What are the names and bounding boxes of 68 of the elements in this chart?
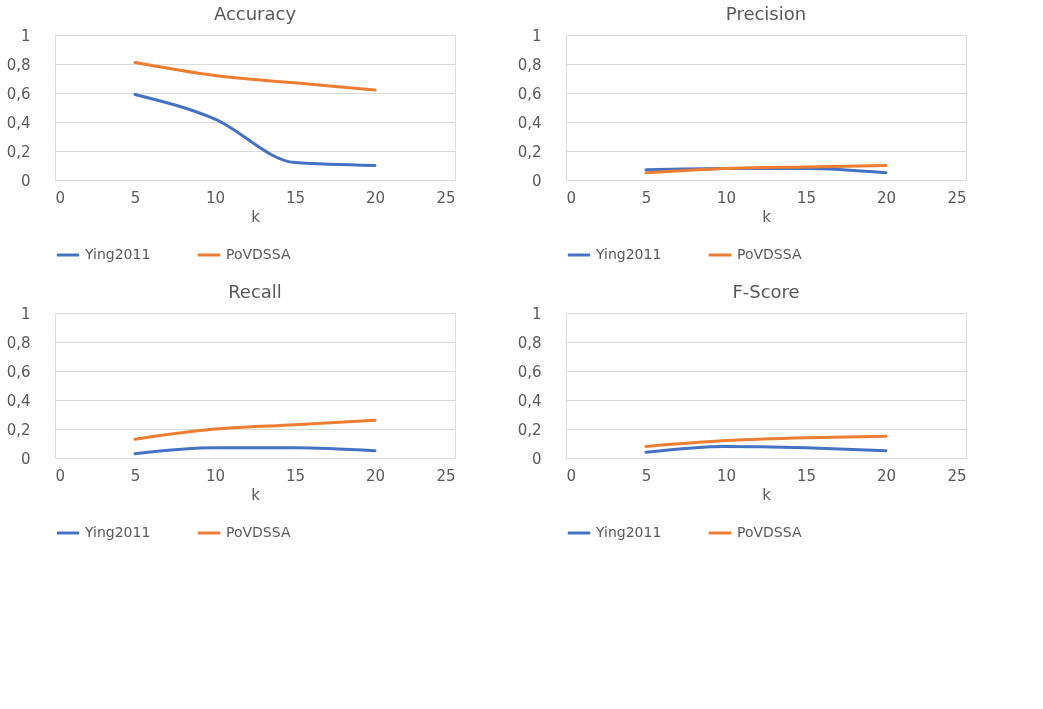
x-axis-title: k	[762, 485, 772, 504]
y-tick-label: 1	[531, 304, 542, 323]
x-tick-label: 25	[947, 466, 967, 485]
y-tick-label: 0,8	[6, 55, 31, 74]
x-tick-label: 5	[130, 466, 141, 485]
legend-label: Ying2011	[84, 246, 151, 262]
legend-label: PoVDSSA	[226, 524, 291, 540]
legend-label: Ying2011	[84, 524, 151, 540]
x-tick-label: 25	[436, 188, 456, 207]
y-tick-label: 0,6	[6, 362, 31, 381]
x-axis-title: k	[251, 485, 261, 504]
y-tick-label: 1	[20, 26, 31, 45]
x-tick-label: 5	[130, 188, 141, 207]
y-tick-label: 0	[531, 171, 542, 190]
x-tick-label: 15	[285, 188, 306, 207]
x-tick-label: 0	[566, 188, 577, 207]
y-tick-label: 0,8	[517, 333, 542, 352]
x-tick-label: 20	[365, 466, 386, 485]
legend-label: PoVDSSA	[737, 246, 802, 262]
y-tick-label: 0,2	[517, 142, 542, 161]
x-axis-title: k	[762, 207, 772, 226]
x-tick-label: 10	[205, 466, 226, 485]
x-tick-label: 0	[55, 188, 66, 207]
y-tick-label: 0,4	[517, 391, 542, 410]
y-tick-label: 0,4	[6, 113, 31, 132]
y-tick-label: 0	[531, 449, 542, 468]
chart-title: Accuracy	[213, 3, 297, 24]
y-tick-label: 0,4	[517, 113, 542, 132]
x-tick-label: 10	[716, 466, 737, 485]
line-series	[133, 92, 377, 167]
chart-title: Recall	[228, 281, 282, 302]
chart-title: F-Score	[732, 281, 800, 302]
x-axis-title: k	[251, 207, 261, 226]
x-tick-label: 10	[716, 188, 737, 207]
line-series	[133, 418, 377, 441]
y-tick-label: 0,6	[517, 84, 542, 103]
x-tick-label: 0	[55, 466, 66, 485]
x-tick-label: 25	[947, 188, 967, 207]
y-tick-label: 1	[20, 304, 31, 323]
legend-label: PoVDSSA	[737, 524, 802, 540]
legend-label: PoVDSSA	[226, 246, 291, 262]
x-tick-label: 20	[876, 466, 897, 485]
legend-label: Ying2011	[595, 524, 662, 540]
x-tick-label: 0	[566, 466, 577, 485]
x-tick-label: 20	[365, 188, 386, 207]
legend-label: Ying2011	[595, 246, 662, 262]
y-tick-label: 0,2	[6, 142, 31, 161]
line-series	[644, 434, 888, 448]
y-tick-label: 0	[20, 449, 31, 468]
y-tick-label: 0,2	[6, 420, 31, 439]
y-tick-label: 0,8	[6, 333, 31, 352]
x-tick-label: 15	[796, 188, 817, 207]
x-tick-label: 5	[641, 466, 652, 485]
x-tick-label: 10	[205, 188, 226, 207]
line-series	[133, 61, 377, 92]
x-tick-label: 20	[876, 188, 897, 207]
x-tick-label: 5	[641, 188, 652, 207]
y-tick-label: 0	[20, 171, 31, 190]
y-tick-label: 0,6	[6, 84, 31, 103]
chart-title: Precision	[725, 3, 807, 24]
y-tick-label: 0,4	[6, 391, 31, 410]
x-tick-label: 15	[285, 466, 306, 485]
y-tick-label: 0,8	[517, 55, 542, 74]
y-tick-label: 0,2	[517, 420, 542, 439]
y-tick-label: 0,6	[517, 362, 542, 381]
y-tick-label: 1	[531, 26, 542, 45]
x-tick-label: 25	[436, 466, 456, 485]
x-tick-label: 15	[796, 466, 817, 485]
